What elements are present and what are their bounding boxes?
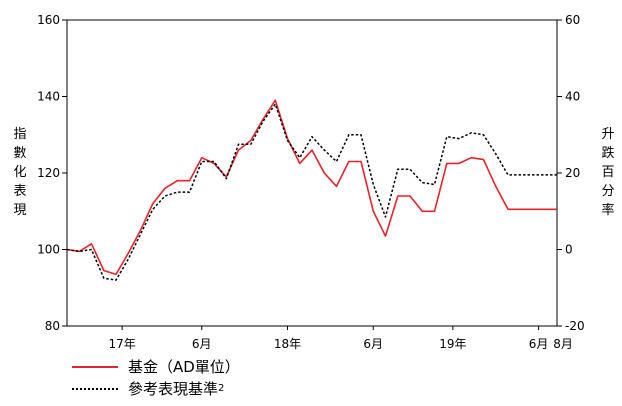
x-tick-label: 8月	[553, 337, 573, 351]
x-tick-label: 19年	[439, 337, 466, 351]
series-line-benchmark	[66, 103, 557, 281]
x-tick-label: 17年	[108, 337, 135, 351]
legend: 基金（AD單位） 參考表現基準 2	[72, 356, 240, 400]
x-tick-label: 6月	[363, 337, 383, 351]
legend-swatch-fund	[72, 366, 118, 368]
legend-item-benchmark: 參考表現基準 2	[72, 378, 240, 400]
legend-footnote: 2	[218, 383, 225, 394]
legend-label-benchmark: 參考表現基準	[128, 380, 219, 398]
y-axis-right-label: 升跌百分率	[601, 127, 615, 218]
x-tick-label: 6月	[529, 337, 549, 351]
y-tick-label-left: 140	[37, 90, 60, 104]
y-tick-label-right: -20	[565, 319, 585, 333]
x-tick-label: 6月	[192, 337, 212, 351]
y-tick-label-left: 160	[37, 13, 60, 27]
series-line-fund	[66, 99, 557, 276]
legend-label-fund: 基金（AD單位）	[128, 358, 240, 376]
legend-item-fund: 基金（AD單位）	[72, 356, 240, 378]
y-tick-label-right: 20	[565, 166, 580, 180]
legend-swatch-benchmark	[72, 388, 118, 390]
plot-frame	[66, 19, 558, 327]
y-tick-label-left: 80	[45, 319, 60, 333]
y-tick-label-right: 0	[565, 243, 573, 257]
y-tick-label-left: 100	[37, 243, 60, 257]
y-tick-label-left: 120	[37, 166, 60, 180]
x-tick-label: 18年	[274, 337, 301, 351]
y-tick-label-right: 40	[565, 90, 580, 104]
y-tick-label-right: 60	[565, 13, 580, 27]
y-axis-left-label: 指數化表現	[13, 127, 27, 218]
